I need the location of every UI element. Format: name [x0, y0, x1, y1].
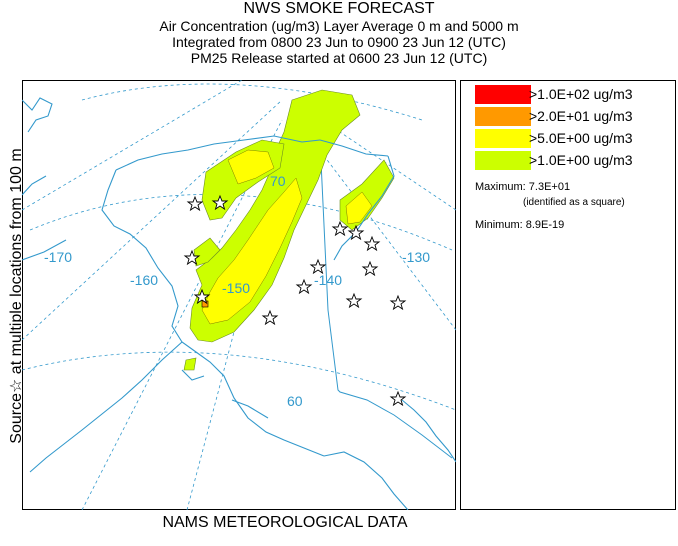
- lon-label-140: -140: [314, 272, 342, 288]
- maximum-value: Maximum: 7.3E+01: [475, 181, 571, 193]
- minimum-value: Minimum: 8.9E-19: [475, 219, 565, 231]
- smoke-plume-mid: [201, 149, 373, 325]
- source-star: [183, 249, 201, 266]
- lat-label-70: 70: [270, 173, 286, 189]
- source-star: [295, 278, 313, 295]
- map-title: NWS SMOKE FORECAST: [243, 0, 435, 17]
- source-star: [211, 194, 229, 211]
- legend-swatch-orange: [475, 107, 531, 126]
- lon-line-180: [22, 80, 243, 211]
- source-star: [193, 288, 211, 305]
- source-star: [186, 195, 204, 212]
- source-star: [361, 260, 379, 277]
- maximum-note: (identified as a square): [523, 197, 625, 208]
- lon-line-120: [321, 119, 456, 211]
- lon-line-130: [311, 139, 456, 331]
- subtitle-concentration: Air Concentration (ug/m3) Layer Average …: [159, 18, 519, 34]
- lon-label-130: -130: [402, 249, 430, 265]
- source-star: [389, 294, 407, 311]
- legend-label: >1.0E+02 ug/m3: [529, 86, 633, 102]
- source-star: [331, 220, 349, 237]
- smoke-map: -170 -160 -150 -140 -130 70 60: [22, 80, 456, 510]
- source-star: [347, 224, 365, 241]
- legend-label: >5.0E+00 ug/m3: [529, 130, 633, 146]
- lon-label-170: -170: [44, 249, 72, 265]
- subtitle-release: PM25 Release started at 0600 23 Jun 12 (…: [190, 50, 488, 66]
- legend-item-100: >1.0E+02 ug/m3: [475, 85, 675, 104]
- legend-item-20: >2.0E+01 ug/m3: [475, 107, 675, 126]
- legend-swatch-lime: [475, 151, 531, 170]
- source-markers: [183, 194, 407, 407]
- lat-line-60: [22, 351, 456, 411]
- source-star: [389, 390, 407, 407]
- legend-panel: >1.0E+02 ug/m3 >2.0E+01 ug/m3 >5.0E+00 u…: [460, 80, 676, 510]
- legend-label: >1.0E+00 ug/m3: [529, 152, 633, 168]
- lon-line-170: [22, 99, 283, 341]
- data-source-footer: NAMS METEOROLOGICAL DATA: [162, 514, 408, 531]
- lon-label-160: -160: [130, 272, 158, 288]
- legend-swatch-yellow: [475, 129, 531, 148]
- border-line: [319, 139, 453, 459]
- source-star: [363, 235, 381, 252]
- title-block: NWS SMOKE FORECAST Air Concentration (ug…: [0, 0, 678, 66]
- source-star: [309, 258, 327, 275]
- legend-item-5: >5.0E+00 ug/m3: [475, 129, 675, 148]
- source-star: [345, 292, 363, 309]
- lon-label-150: -150: [222, 280, 250, 296]
- coastline: [22, 97, 456, 510]
- legend-label: >2.0E+01 ug/m3: [529, 108, 633, 124]
- graticule: [22, 80, 456, 510]
- lon-line-160: [81, 119, 283, 510]
- subtitle-integration: Integrated from 0800 23 Jun to 0900 23 J…: [172, 34, 506, 50]
- legend-swatch-red: [475, 85, 531, 104]
- source-star: [261, 309, 279, 326]
- legend-item-1: >1.0E+00 ug/m3: [475, 151, 675, 170]
- lat-label-60: 60: [287, 393, 303, 409]
